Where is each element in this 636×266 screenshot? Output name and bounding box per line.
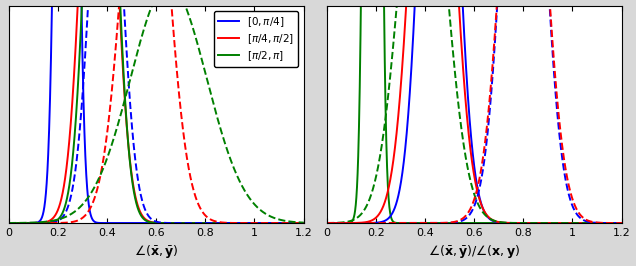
- X-axis label: $\angle(\bar{\mathbf{x}}, \bar{\mathbf{y}})$: $\angle(\bar{\mathbf{x}}, \bar{\mathbf{y…: [134, 243, 179, 260]
- X-axis label: $\angle(\bar{\mathbf{x}}, \bar{\mathbf{y}}) / \angle(\mathbf{x}, \mathbf{y})$: $\angle(\bar{\mathbf{x}}, \bar{\mathbf{y…: [428, 243, 520, 260]
- Legend: $[0, \pi/4]$, $[\pi/4, \pi/2]$, $[\pi/2, \pi]$: $[0, \pi/4]$, $[\pi/4, \pi/2]$, $[\pi/2,…: [214, 11, 298, 67]
